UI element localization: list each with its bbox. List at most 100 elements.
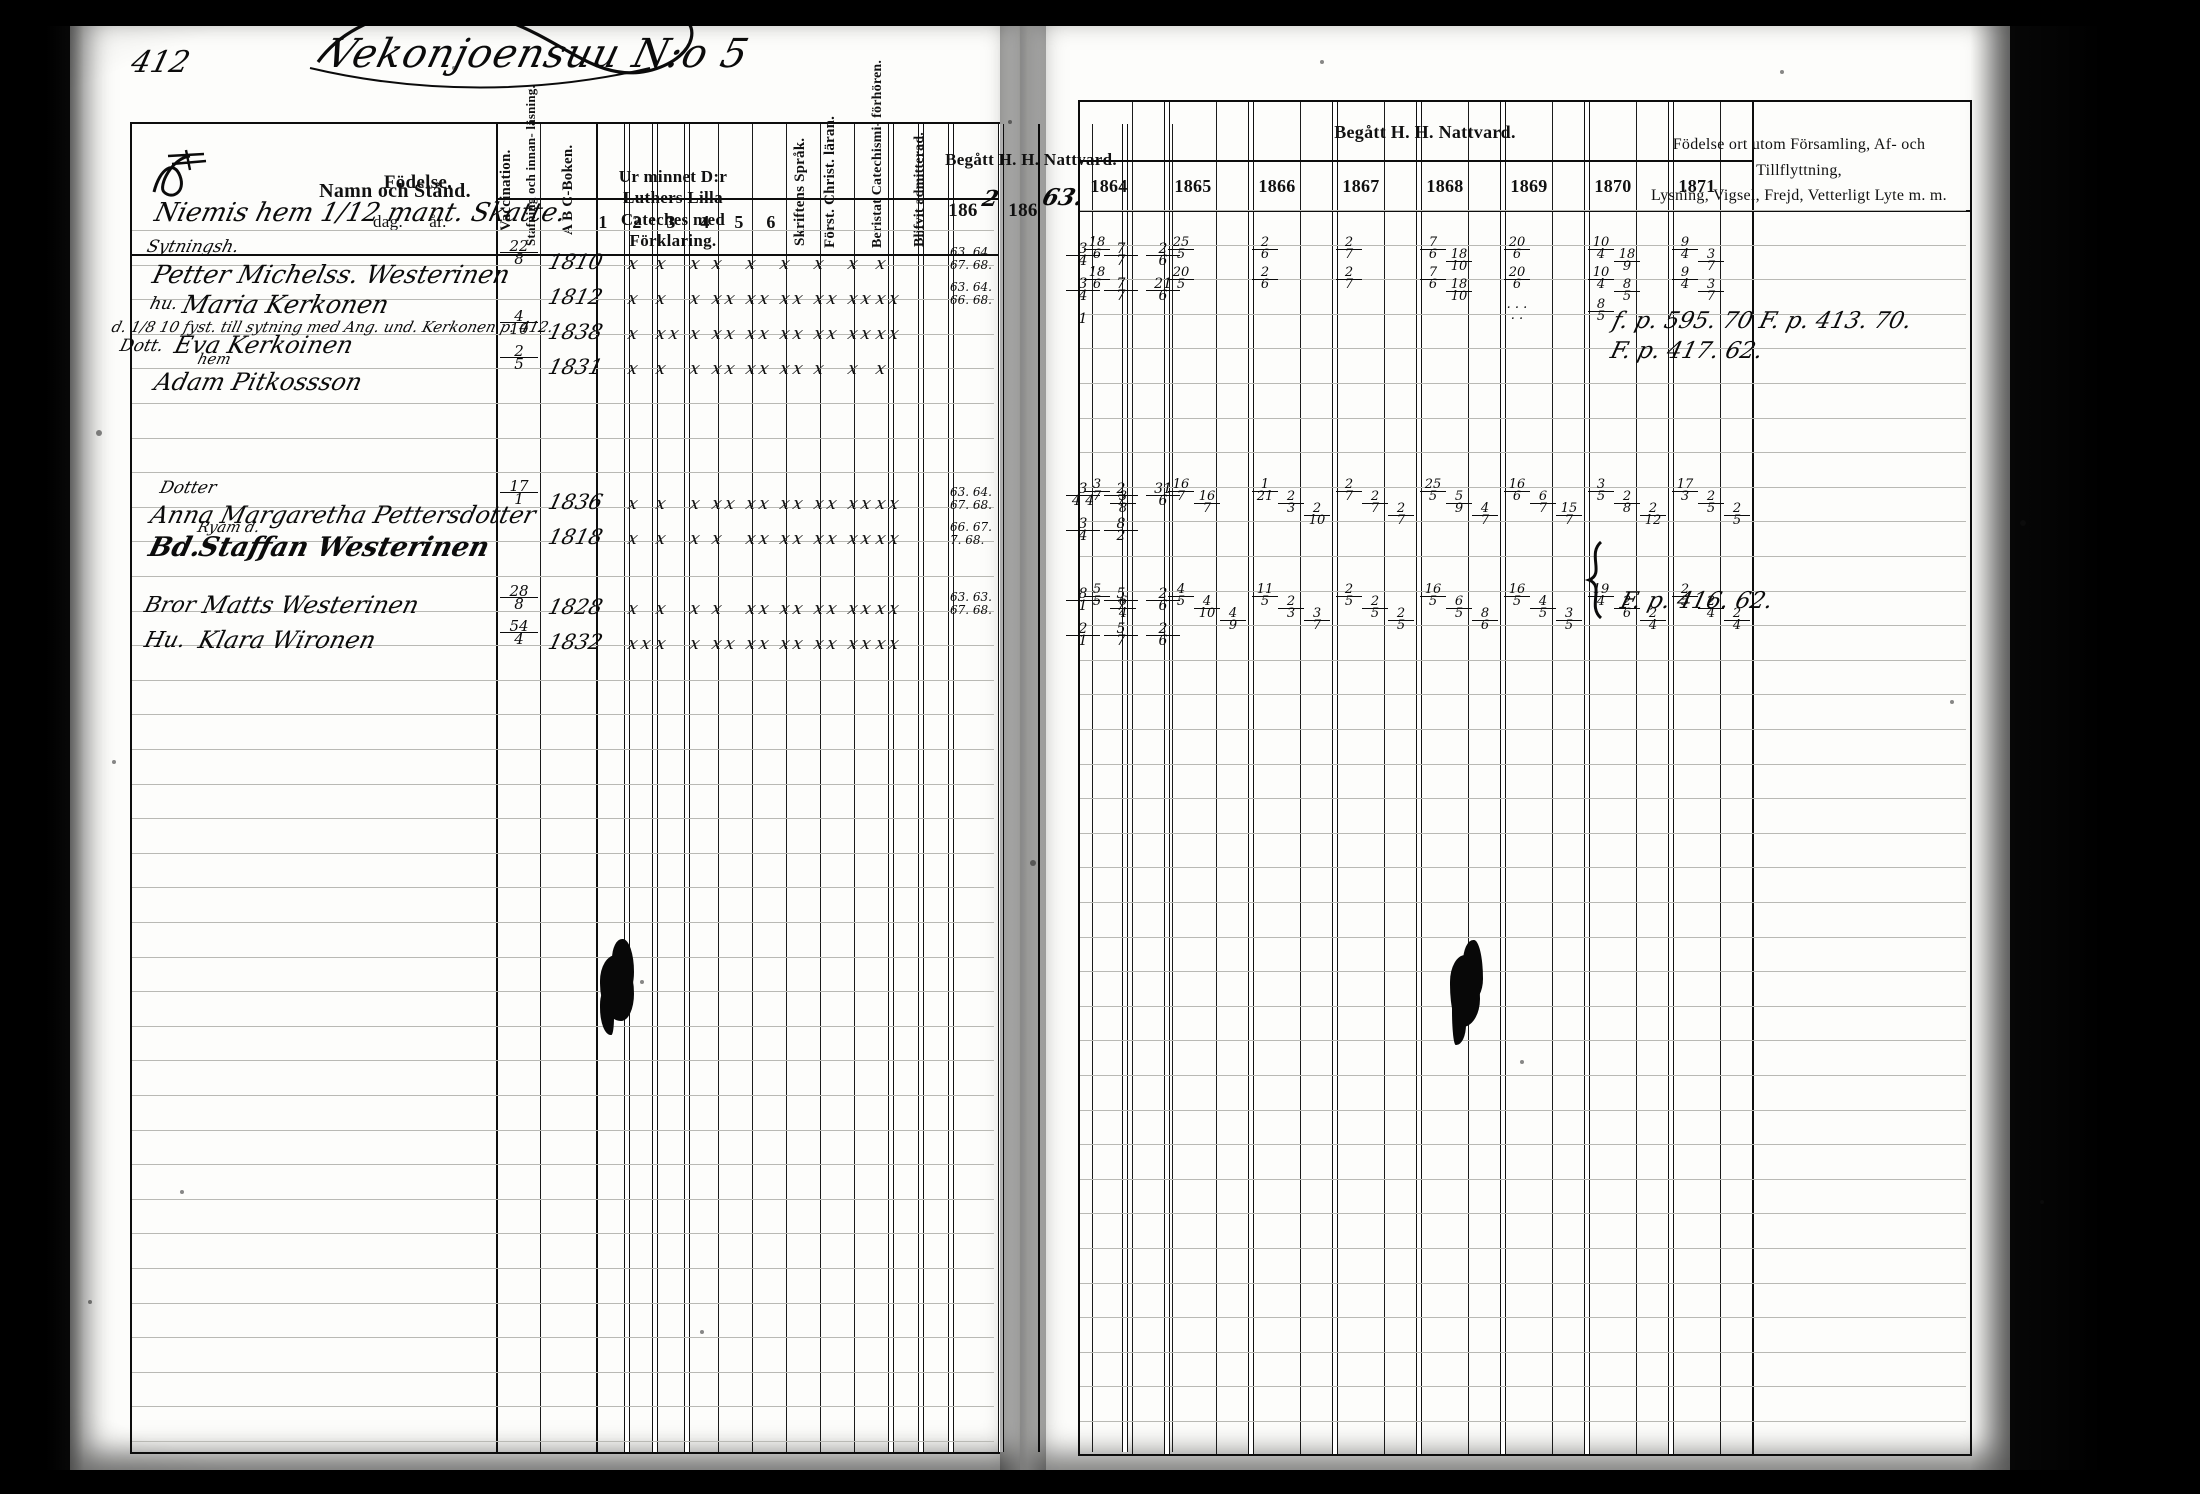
communion-date: 16 7 (1194, 490, 1220, 514)
scan-speck (180, 1190, 184, 1194)
scan-speck (1520, 1060, 1524, 1064)
row-rule (1080, 1283, 1966, 1284)
row-rule (132, 1303, 994, 1304)
margin-note-0: f. p. 595. 70 F. p. 413. 70. (1609, 308, 1915, 334)
scan-speck (452, 66, 456, 70)
row-rule (132, 576, 994, 577)
communion-date: 16 5 (1504, 583, 1530, 607)
col-rule-admitted (1038, 124, 1040, 1452)
col-header-abc-book: A B C-Boken. (560, 144, 576, 236)
entry-prefix-6: Bd. (145, 532, 205, 563)
entry-name-2: Maria Kerkonen (179, 290, 392, 319)
col-header-scripture-language: Skriftens Språk. (792, 137, 808, 247)
communion-date: 11 5 (1252, 583, 1278, 607)
col-rule-beristat (998, 124, 1004, 1452)
row-rule (1080, 867, 1966, 868)
row-rule (132, 1130, 994, 1131)
row-rule (132, 472, 994, 473)
row-rule (132, 991, 994, 992)
communion-date: 25 5 (1168, 236, 1194, 260)
row-rule (132, 1060, 994, 1061)
row-rule (1080, 937, 1966, 938)
year-col-1870: 1870 (1594, 176, 1632, 196)
birth-year: 1838 (545, 320, 606, 344)
row-rule (132, 749, 994, 750)
birth-day: 28 8 (500, 583, 538, 612)
r-col-rule-0 (1132, 102, 1133, 1454)
scan-speck (96, 430, 102, 436)
row-rule (1080, 798, 1966, 799)
row-rule (1080, 418, 1966, 419)
row-rule (1080, 1110, 1966, 1111)
entry-prefix-4: hem (195, 350, 234, 368)
birth-year: 1831 (545, 355, 606, 379)
scan-speck (1950, 700, 1954, 704)
heading-flourish-icon (309, 8, 694, 89)
row-rule (1080, 1213, 1966, 1214)
row-rule (132, 680, 994, 681)
communion-date: 10 4 (1588, 266, 1614, 290)
r-col-rule-7 (1416, 102, 1422, 1454)
catechism-exam-note: 63. 64. 66. 68. (950, 280, 992, 307)
row-rule (132, 1372, 994, 1373)
r-col-rule-2 (1216, 102, 1217, 1454)
year-col-1868: 1868 (1426, 176, 1464, 196)
row-rule (1080, 210, 1966, 211)
col-rule-skriftens (918, 124, 924, 1452)
catechism-exam-note: 63. 63. 67. 68. (950, 590, 992, 617)
birth-year: 1812 (545, 285, 606, 309)
margin-note-2: F. p. 416. 62. (1617, 588, 1776, 614)
brace-icon (1584, 540, 1603, 620)
communion-date: 18 10 (1446, 278, 1472, 302)
row-rule (1080, 1386, 1966, 1387)
entry-prefix-7: Bror (141, 593, 199, 618)
r-col-rule-14 (1720, 102, 1721, 1454)
margin-note-1: F. p. 417. 62. (1607, 338, 1766, 364)
row-rule (132, 922, 994, 923)
entry-name-6: Staffan Westerinen (195, 532, 493, 563)
row-rule (132, 1095, 994, 1096)
birth-year: 1818 (545, 525, 606, 549)
r-col-rule-4 (1300, 102, 1301, 1454)
row-rule (132, 1268, 994, 1269)
birth-day: 54 4 (500, 618, 538, 647)
entry-prefix-3: Dott. (117, 336, 166, 356)
birth-year: 1836 (545, 490, 606, 514)
row-rule (132, 403, 994, 404)
row-rule (1080, 660, 1966, 661)
communion-date: 20 6 (1504, 266, 1530, 290)
communion-date: 18 6 (1084, 266, 1110, 290)
communion-date: 20 5 (1168, 266, 1194, 290)
r-col-rule-13 (1668, 102, 1674, 1454)
year-col-1865: 1865 (1174, 176, 1212, 196)
row-rule (1080, 1179, 1966, 1180)
communion-date: 4 10 (1194, 595, 1220, 619)
communion-date: 1 (1078, 311, 1088, 327)
row-rule (1080, 1040, 1966, 1041)
col-rule-christ (948, 124, 954, 1452)
row-rule (132, 1337, 994, 1338)
row-rule (1080, 833, 1966, 834)
col-rule-abc (684, 124, 690, 1452)
communion-date: 25 5 (1420, 478, 1446, 502)
